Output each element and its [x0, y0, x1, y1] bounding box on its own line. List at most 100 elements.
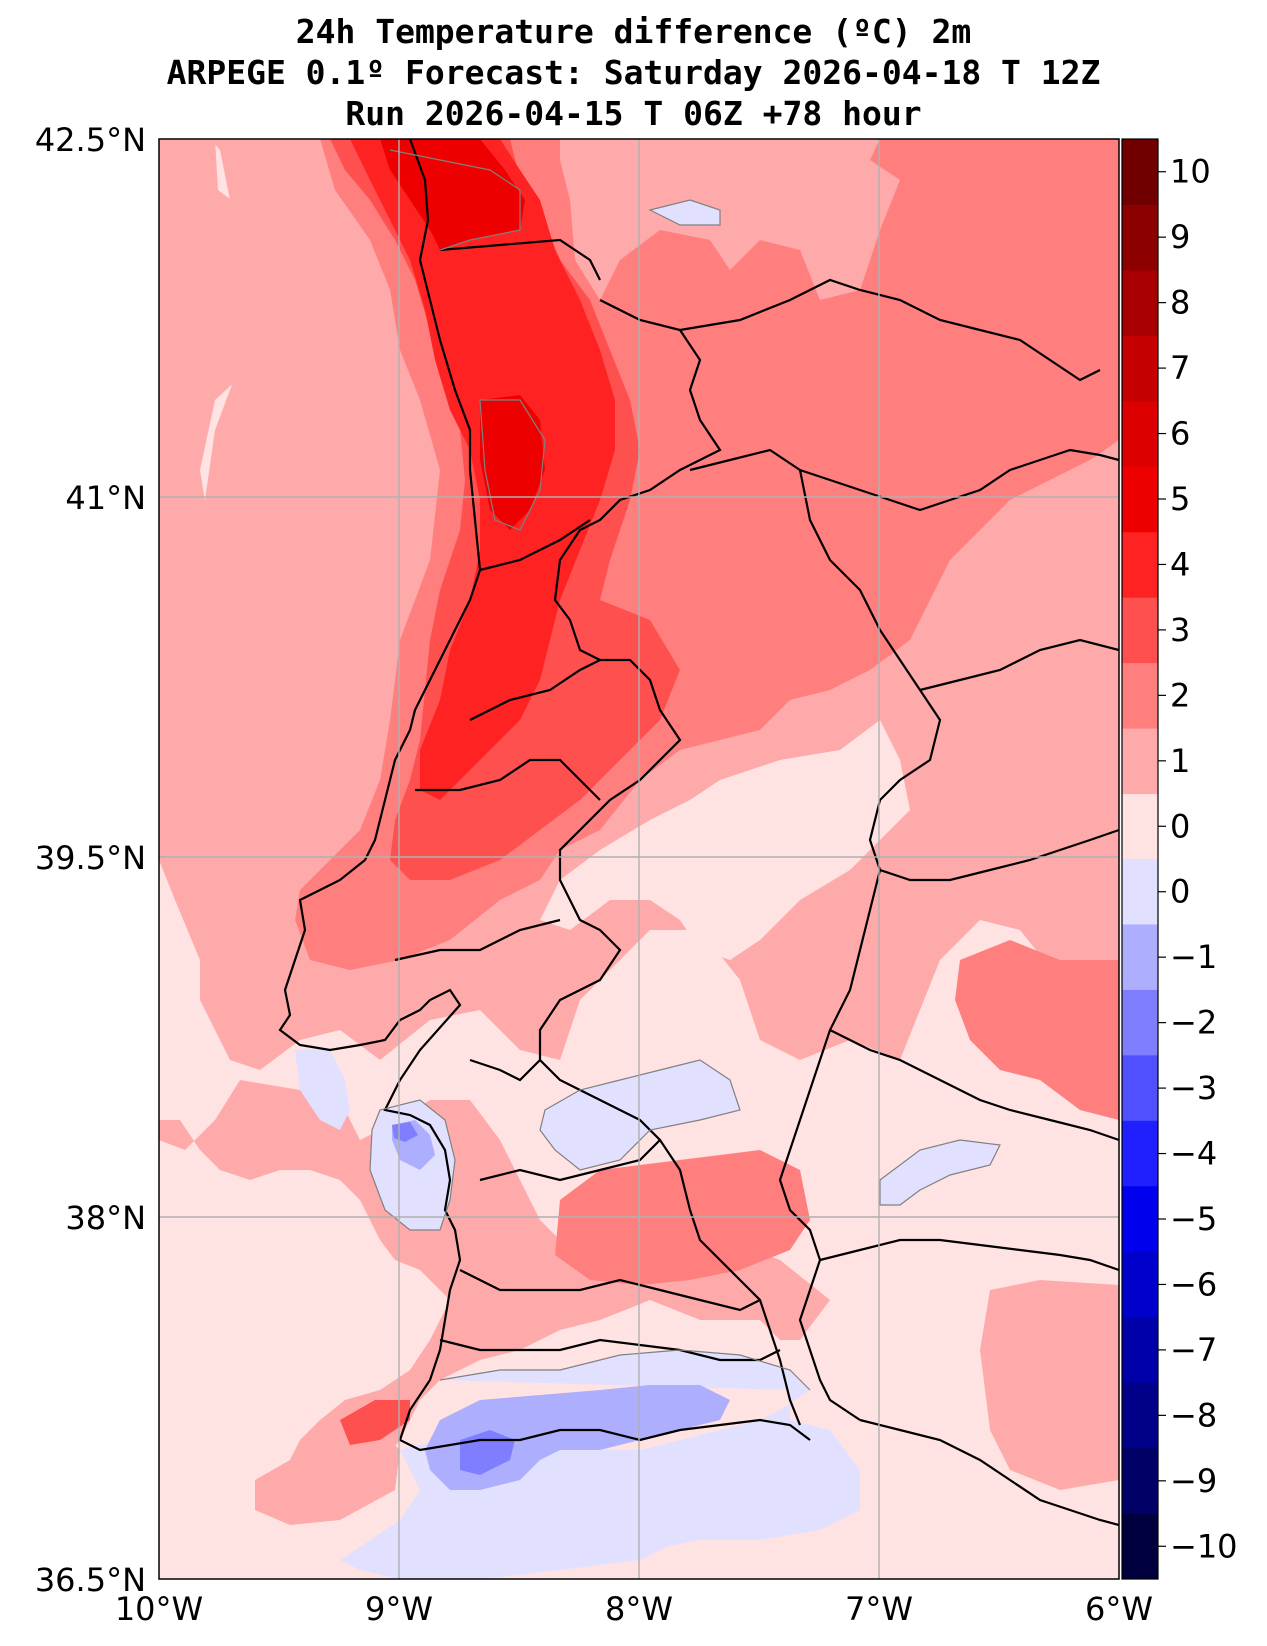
lat-label-0: 42.5°N — [35, 121, 146, 159]
colorbar-label-8: 2 — [1170, 676, 1190, 714]
colorbar-swatch-warm-4 — [1122, 531, 1158, 598]
colorbar-swatch-warm-8 — [1122, 269, 1158, 336]
field-neg-east — [880, 1140, 1000, 1205]
colorbar-swatch-warm-0 — [1122, 793, 1158, 860]
field-3-4-southwest — [340, 1400, 410, 1445]
field-5-6-middle — [480, 395, 545, 530]
lon-label-3: 7°W — [845, 1590, 913, 1628]
colorbar-swatch-warm-5 — [1122, 466, 1158, 533]
border-portugal-district-8 — [439, 1338, 781, 1362]
colorbar-swatch-cold-1 — [1122, 924, 1158, 991]
field-0-1-interior — [540, 720, 910, 960]
colorbar-label-16: −5 — [1170, 1200, 1217, 1238]
border-portugal-district-7 — [459, 1269, 761, 1312]
border-spain-interior-4 — [919, 638, 1119, 692]
colorbar-label-5: 5 — [1170, 480, 1190, 518]
colorbar-label-1: 9 — [1170, 218, 1190, 256]
title-line-1: 24h Temperature difference (ºC) 2m — [295, 12, 972, 51]
lon-label-0: 10°W — [115, 1590, 203, 1628]
border-spain-north — [439, 238, 601, 281]
colorbar-swatch-warm-6 — [1122, 400, 1158, 467]
colorbar-label-12: −1 — [1170, 938, 1217, 976]
coastline-west — [278, 139, 811, 1452]
colorbar-label-15: −4 — [1170, 1135, 1217, 1173]
colorbar-frame — [1121, 138, 1159, 1580]
colorbar-swatch-cold-9 — [1122, 1448, 1158, 1515]
contour-0-east — [879, 1139, 1001, 1206]
border-spain-interior-3 — [798, 469, 1119, 882]
field-1-2-southeast — [980, 1280, 1119, 1490]
colorbar-label-17: −6 — [1170, 1265, 1217, 1303]
border-spain-interior-7 — [819, 1238, 1119, 1272]
colorbar-label-13: −2 — [1170, 1004, 1217, 1042]
lat-label-1: 41°N — [65, 479, 146, 517]
border-portugal-district-3 — [415, 758, 601, 801]
contour-5-north — [389, 149, 521, 251]
colorbar-label-18: −7 — [1170, 1331, 1217, 1369]
colorbar-swatch-cold-4 — [1122, 1120, 1158, 1187]
gridlines — [159, 139, 1119, 1579]
colorbar-swatch-cold-2 — [1122, 989, 1158, 1056]
border-spain-interior-2 — [689, 448, 1119, 512]
colorbar-swatch-cold-6 — [1122, 1251, 1158, 1318]
border-portugal-district-6 — [479, 1139, 661, 1182]
colorbar-label-4: 6 — [1170, 415, 1190, 453]
lon-labels: 10°W 9°W 8°W 7°W 6°W — [115, 1590, 1153, 1628]
lat-label-3: 38°N — [65, 1199, 146, 1237]
colorbar-label-7: 3 — [1170, 611, 1190, 649]
border-portugal-district-4 — [394, 918, 561, 962]
colorbar-swatch-cold-3 — [1122, 1055, 1158, 1122]
colorbar-label-21: −10 — [1170, 1527, 1238, 1565]
border-portugal-district-2 — [469, 659, 601, 721]
field-1-2-southwest — [255, 1420, 400, 1525]
title-line-3: Run 2026-04-15 T 06Z +78 hour — [345, 94, 922, 133]
coastline-borders — [278, 139, 1119, 1527]
colorbar-label-20: −9 — [1170, 1462, 1217, 1500]
colorbar-label-19: −8 — [1170, 1396, 1217, 1434]
colorbar-swatch-cold-8 — [1122, 1382, 1158, 1449]
colorbar-label-10: 0 — [1170, 807, 1190, 845]
border-spain-interior-5 — [778, 869, 882, 1421]
colorbar-swatch-warm-1 — [1122, 728, 1158, 795]
colorbar-swatch-cold-7 — [1122, 1317, 1158, 1384]
map-frame — [158, 138, 1120, 1580]
lat-label-2: 39.5°N — [35, 839, 146, 877]
contour-5-middle — [479, 399, 546, 531]
colorbar-label-11: 0 — [1170, 873, 1190, 911]
lon-label-2: 8°W — [605, 1590, 673, 1628]
lon-label-1: 9°W — [365, 1590, 433, 1628]
contour-0-south — [439, 1349, 811, 1391]
border-portugal-district-1 — [479, 519, 591, 572]
field-neg-lisbon — [295, 1050, 350, 1130]
colorbar-label-6: 4 — [1170, 545, 1190, 583]
border-portugal-district-5 — [469, 1058, 541, 1082]
border-spain-interior-8 — [859, 1418, 1119, 1527]
colorbar-label-3: 7 — [1170, 349, 1190, 387]
lat-labels: 42.5°N 41°N 39.5°N 38°N 36.5°N — [35, 121, 146, 1599]
title-line-2: ARPEGE 0.1º Forecast: Saturday 2026-04-1… — [166, 53, 1101, 92]
contour-0-north — [648, 199, 721, 226]
colorbar-swatch-warm-7 — [1122, 335, 1158, 402]
colorbar-swatch-warm-3 — [1122, 597, 1158, 664]
colorbar-swatch-warm-10 — [1122, 139, 1158, 205]
field-2-3-east — [955, 940, 1119, 1120]
colorbar-label-0: 10 — [1170, 153, 1211, 191]
contour-lines — [369, 149, 1001, 1391]
border-spain-interior-6 — [829, 1029, 1119, 1142]
field-1-2-west — [159, 139, 262, 570]
border-portugal-spain — [538, 299, 802, 1426]
colorbar-swatch-warm-9 — [1122, 204, 1158, 271]
border-spain-interior-1 — [679, 278, 1101, 382]
contour-0-alentejo — [539, 1059, 741, 1171]
colorbar-label-14: −3 — [1170, 1069, 1217, 1107]
colorbar-label-9: 1 — [1170, 742, 1190, 780]
colorbar-swatch-cold-10 — [1122, 1513, 1158, 1580]
colorbar-swatch-cold-5 — [1122, 1186, 1158, 1253]
colorbar-swatch-warm-2 — [1122, 662, 1158, 729]
lon-label-4: 6°W — [1085, 1590, 1153, 1628]
colorbar-swatch-cold-0 — [1122, 859, 1158, 925]
lat-label-4: 36.5°N — [35, 1561, 146, 1599]
contour-0-setubal — [369, 1099, 456, 1231]
